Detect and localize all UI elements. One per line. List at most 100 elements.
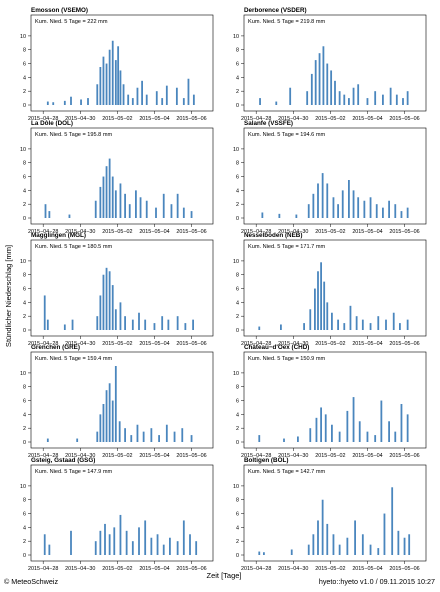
y-tick-label: 6 bbox=[23, 174, 26, 180]
precip-bar bbox=[399, 323, 401, 330]
panel-title: Grenchen (GRE) bbox=[31, 344, 80, 351]
x-tick-label: 2015−04−28 bbox=[241, 453, 271, 459]
x-axis-label: Zeit [Tage] bbox=[206, 571, 241, 580]
precip-bar bbox=[324, 414, 327, 442]
precip-bar bbox=[153, 323, 156, 330]
precip-bar bbox=[52, 102, 55, 105]
y-tick-label: 2 bbox=[23, 202, 26, 208]
precip-bar bbox=[165, 424, 168, 442]
x-tick-label: 2015−05−04 bbox=[352, 229, 382, 235]
precip-bar bbox=[352, 190, 355, 218]
y-tick-label: 10 bbox=[233, 484, 239, 490]
precip-bar bbox=[70, 530, 72, 555]
y-tick-label: 6 bbox=[236, 174, 239, 180]
precip-bar bbox=[173, 431, 176, 442]
precip-bar bbox=[99, 67, 102, 105]
precip-bar bbox=[184, 323, 187, 330]
precip-bar bbox=[94, 200, 97, 218]
precip-bar bbox=[385, 319, 387, 330]
x-tick-label: 2015−05−04 bbox=[139, 453, 169, 459]
precip-bar bbox=[283, 438, 285, 442]
credit-text: © MeteoSchweiz bbox=[4, 577, 59, 586]
precip-bar bbox=[400, 404, 403, 442]
x-tick-label: 2015−04−28 bbox=[241, 566, 271, 572]
panel-title: Boltigen (BOL) bbox=[244, 457, 288, 464]
precip-bar bbox=[358, 421, 361, 442]
y-tick-label: 4 bbox=[23, 412, 26, 418]
precip-bar bbox=[352, 87, 355, 105]
precip-bar bbox=[330, 70, 333, 105]
chart-panel: Château−d'Oex (CHD) Kum. Nied. 5 Tage = 1… bbox=[233, 344, 427, 459]
precip-bar bbox=[104, 523, 106, 555]
y-tick-label: 8 bbox=[23, 498, 26, 504]
precip-bar bbox=[297, 436, 299, 442]
precip-bar bbox=[127, 94, 130, 105]
precip-bar bbox=[96, 316, 99, 330]
precip-bar bbox=[307, 204, 310, 218]
plot-frame bbox=[30, 351, 214, 449]
y-tick-label: 8 bbox=[236, 48, 239, 54]
precip-bar bbox=[176, 316, 179, 330]
precip-bar bbox=[366, 431, 369, 442]
precip-bar bbox=[144, 520, 147, 555]
precip-bar bbox=[76, 438, 79, 442]
precip-bar bbox=[357, 197, 360, 218]
precip-bar bbox=[331, 424, 333, 442]
x-tick-label: 2015−05−04 bbox=[139, 229, 169, 235]
panel-annotation: Kum. Nied. 5 Tage = 150.9 mm bbox=[248, 356, 326, 362]
precip-bar bbox=[44, 204, 47, 218]
chart-panel: Magglingen (MGL) Kum. Nied. 5 Tage = 180.… bbox=[20, 232, 214, 347]
precip-bar bbox=[369, 544, 372, 555]
panel-annotation: Kum. Nied. 5 Tage = 195.8 mm bbox=[35, 132, 113, 138]
precip-bar bbox=[322, 46, 325, 105]
x-tick-label: 2015−04−30 bbox=[65, 116, 95, 122]
x-tick-label: 2015−04−30 bbox=[278, 341, 308, 347]
panel-title: Gsteig, Gstaad (GSG) bbox=[31, 457, 95, 464]
y-tick-label: 6 bbox=[236, 398, 239, 404]
precip-bar bbox=[139, 197, 142, 218]
y-axis-label: Stündlicher Niederschlag [mm] bbox=[4, 245, 13, 347]
precip-bar bbox=[99, 414, 102, 442]
precip-bar bbox=[182, 207, 185, 218]
precip-bar bbox=[382, 94, 384, 105]
y-tick-label: 4 bbox=[23, 75, 26, 81]
precip-bar bbox=[108, 49, 111, 105]
precip-bar bbox=[326, 302, 329, 330]
precip-bar bbox=[354, 520, 356, 555]
y-tick-label: 6 bbox=[23, 61, 26, 67]
precip-bar bbox=[105, 390, 108, 442]
precip-bar bbox=[99, 530, 102, 555]
y-tick-label: 2 bbox=[236, 539, 239, 545]
x-tick-label: 2015−05−06 bbox=[176, 229, 206, 235]
panel-title: Nesselboden (NEB) bbox=[244, 232, 302, 239]
chart-panel: Boltigen (BOL) Kum. Nied. 5 Tage = 142.7 … bbox=[233, 457, 427, 572]
precip-bar bbox=[332, 197, 335, 218]
precip-bar bbox=[105, 63, 108, 105]
precip-bar bbox=[341, 190, 344, 218]
precip-bar bbox=[192, 319, 194, 330]
precip-bar bbox=[320, 262, 322, 330]
y-tick-label: 4 bbox=[23, 188, 26, 194]
precip-bar bbox=[326, 183, 329, 218]
x-tick-label: 2015−05−02 bbox=[315, 229, 345, 235]
precip-bar bbox=[63, 100, 66, 105]
precip-bar bbox=[46, 101, 49, 105]
precip-bar bbox=[111, 400, 114, 442]
precip-bar bbox=[332, 534, 335, 555]
precip-bar bbox=[102, 274, 105, 330]
precip-bar bbox=[111, 176, 114, 218]
precip-bar bbox=[161, 316, 164, 330]
precip-bar bbox=[337, 204, 339, 218]
x-tick-label: 2015−05−04 bbox=[352, 341, 382, 347]
y-tick-label: 4 bbox=[236, 300, 239, 306]
precip-bar bbox=[258, 551, 261, 555]
precip-bar bbox=[375, 204, 378, 218]
precip-bar bbox=[96, 431, 99, 442]
precip-bar bbox=[389, 87, 392, 105]
precip-bar bbox=[114, 366, 117, 442]
precip-bar bbox=[102, 176, 105, 218]
precip-bar bbox=[314, 288, 316, 330]
precip-bar bbox=[162, 193, 165, 218]
precip-bar bbox=[94, 541, 97, 555]
precip-bar bbox=[145, 94, 148, 105]
